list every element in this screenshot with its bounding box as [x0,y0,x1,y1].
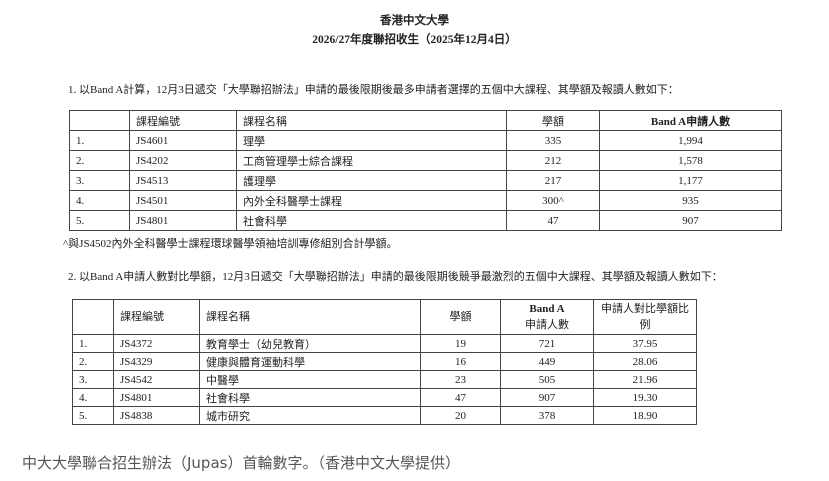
table-cell: JS4372 [113,334,200,353]
table-cell: JS4501 [129,190,237,211]
table-cell: 內外全科醫學士課程 [236,190,507,211]
top-applicants-table: 課程編號 課程名稱 學額 Band A申請人數 1. JS4601 理學 335 1,9… [69,110,782,231]
table-cell: 907 [500,388,594,407]
table-cell: 護理學 [236,170,507,191]
table-cell: 2. [69,150,130,171]
table-row: 1. JS4372 教育學士（幼兒教育） 19 721 37.95 [72,334,697,353]
section1-intro: 1. 以Band A計算，12月3日遞交「大學聯招辦法」申請的最後限期後最多申請… [68,84,679,96]
table-cell: 4. [72,388,114,407]
table-cell: 4. [69,190,130,211]
table-row: 2. JS4202 工商管理學士綜合課程 212 1,578 [69,150,782,171]
table-row: 3. JS4513 護理學 217 1,177 [69,170,782,191]
table-cell: JS4601 [129,130,237,151]
table-cell: 2. [72,352,114,371]
table-cell: 中醫學 [199,370,421,389]
table-row: 4. JS4501 內外全科醫學士課程 300^ 935 [69,190,782,211]
table-cell: 3. [69,170,130,191]
table-cell: 工商管理學士綜合課程 [236,150,507,171]
table-row: 3. JS4542 中醫學 23 505 21.96 [72,370,697,389]
table-cell: 505 [500,370,594,389]
table-cell: JS4801 [113,388,200,407]
table-cell: 教育學士（幼兒教育） [199,334,421,353]
table-cell: 社會科學 [236,210,507,231]
table-cell: 217 [506,170,600,191]
table-cell: JS4801 [129,210,237,231]
col-banda: Band A申請人數 [599,110,782,131]
col-index [72,299,114,335]
table-cell: JS4838 [113,406,200,425]
col-quota: 學額 [506,110,600,131]
table-cell: 20 [420,406,501,425]
table-cell: 935 [599,190,782,211]
document-subtitle: 2026/27年度聯招收生（2025年12月4日） [312,34,517,46]
table-cell: 21.96 [593,370,697,389]
col-banda: Band A 申請人數 [500,299,594,335]
table-cell: 1,994 [599,130,782,151]
table-row: 5. JS4838 城市研究 20 378 18.90 [72,406,697,425]
table-cell: 19.30 [593,388,697,407]
table-cell: JS4329 [113,352,200,371]
image-caption: 中大大學聯合招生辦法（Jupas）首輪數字。（香港中文大學提供） [22,454,460,472]
table-cell: JS4513 [129,170,237,191]
table-cell: 28.06 [593,352,697,371]
table-header-row: 課程編號 課程名稱 學額 Band A 申請人數 申請人對比學額比例 [72,299,697,335]
table-cell: 1,578 [599,150,782,171]
table-cell: 5. [69,210,130,231]
col-ratio: 申請人對比學額比例 [593,299,697,335]
institution-title: 香港中文大學 [380,15,449,27]
col-ratio-line1: 申請人對比學額比 [601,303,689,315]
table-cell: JS4542 [113,370,200,389]
table-cell: 907 [599,210,782,231]
table-cell: 19 [420,334,501,353]
table-cell: 健康與體育運動科學 [199,352,421,371]
table-cell: 社會科學 [199,388,421,407]
table-cell: 47 [506,210,600,231]
col-ratio-line2: 例 [639,319,651,331]
table-cell: 47 [420,388,501,407]
footnote: ^與JS4502內外全科醫學士課程環球醫學領袖培訓專修組別合計學額。 [63,238,398,250]
table-cell: 378 [500,406,594,425]
section2-intro: 2. 以Band A申請人數對比學額，12月3日遞交「大學聯招辦法」申請的最後限… [68,271,723,283]
table-cell: 212 [506,150,600,171]
table-cell: 23 [420,370,501,389]
col-quota: 學額 [420,299,501,335]
col-banda-line1: Band A [529,303,565,315]
table-cell: 721 [500,334,594,353]
col-name: 課程名稱 [236,110,507,131]
table-cell: 335 [506,130,600,151]
table-cell: 449 [500,352,594,371]
competitive-programmes-table: 課程編號 課程名稱 學額 Band A 申請人數 申請人對比學額比例 1. JS43… [72,299,697,425]
table-cell: 城市研究 [199,406,421,425]
table-cell: 1,177 [599,170,782,191]
table-cell: 300^ [506,190,600,211]
table-cell: 18.90 [593,406,697,425]
table-cell: 理學 [236,130,507,151]
col-name: 課程名稱 [199,299,421,335]
table-row: 2. JS4329 健康與體育運動科學 16 449 28.06 [72,352,697,371]
col-code: 課程編號 [113,299,200,335]
table-cell: 3. [72,370,114,389]
table-row: 5. JS4801 社會科學 47 907 [69,210,782,231]
table-cell: 5. [72,406,114,425]
table-cell: 1. [72,334,114,353]
table-header-row: 課程編號 課程名稱 學額 Band A申請人數 [69,110,782,131]
table-cell: 37.95 [593,334,697,353]
table-cell: JS4202 [129,150,237,171]
table-cell: 16 [420,352,501,371]
table-cell: 1. [69,130,130,151]
table-row: 1. JS4601 理學 335 1,994 [69,130,782,151]
col-code: 課程編號 [129,110,237,131]
col-banda-line2: 申請人數 [525,319,569,331]
table-row: 4. JS4801 社會科學 47 907 19.30 [72,388,697,407]
col-index [69,110,130,131]
